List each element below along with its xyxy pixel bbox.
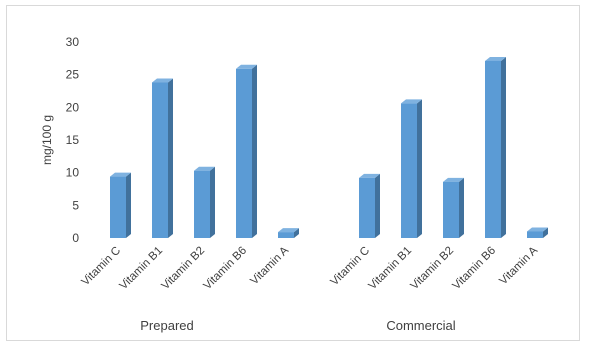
bar-prepared-vitamin-b2 (194, 166, 215, 238)
category-label: Vitamin B1 (117, 245, 165, 293)
bar-front (278, 232, 294, 238)
bar-side (210, 166, 215, 238)
bar-commercial-vitamin-c (359, 173, 380, 238)
bar-front (485, 60, 501, 238)
bar-side (375, 173, 380, 238)
bar-top (485, 56, 506, 61)
bar-front (110, 176, 126, 238)
bar-prepared-vitamin-b6 (236, 64, 257, 238)
bar-front (152, 82, 168, 238)
bar-top (527, 227, 548, 232)
bar-front (527, 231, 543, 238)
bar-side (294, 228, 299, 238)
y-tick-label: 0 (72, 231, 79, 245)
bar-commercial-vitamin-a (527, 227, 548, 238)
bar-front (236, 68, 252, 238)
bars (110, 56, 548, 238)
group-label-prepared: Prepared (140, 318, 193, 333)
category-label: Vitamin C (80, 245, 124, 289)
bar-top (401, 99, 422, 104)
bar-side (126, 172, 131, 238)
bar-commercial-vitamin-b6 (485, 56, 506, 238)
bar-top (443, 177, 464, 182)
y-tick-label: 30 (66, 35, 80, 49)
y-tick-label: 15 (66, 133, 80, 147)
y-axis-title: mg/100 g (40, 115, 54, 165)
group-label-commercial: Commercial (386, 318, 455, 333)
bar-front (443, 181, 459, 238)
bar-prepared-vitamin-c (110, 172, 131, 238)
bar-prepared-vitamin-a (278, 228, 299, 238)
category-label: Vitamin A (497, 244, 540, 287)
category-label: Vitamin B6 (201, 245, 249, 293)
bar-commercial-vitamin-b2 (443, 177, 464, 238)
bar-prepared-vitamin-b1 (152, 78, 173, 238)
bar-front (359, 177, 375, 238)
y-tick-label: 25 (66, 68, 80, 82)
category-label: Vitamin B6 (450, 245, 498, 293)
bar-side (501, 56, 506, 238)
bar-side (252, 64, 257, 238)
bar-side (168, 78, 173, 238)
bar-top (278, 228, 299, 233)
y-tick-label: 20 (66, 100, 80, 114)
chart-frame (6, 5, 580, 341)
bar-front (194, 170, 210, 238)
group-labels: Prepared Commercial (140, 318, 456, 333)
bar-top (236, 64, 257, 69)
category-label: Vitamin C (329, 245, 373, 289)
bar-top (194, 166, 215, 171)
bar-top (152, 78, 173, 83)
bar-side (459, 177, 464, 238)
bar-side (543, 227, 548, 238)
bar-commercial-vitamin-b1 (401, 99, 422, 238)
bar-front (401, 103, 417, 238)
y-tick-label: 5 (72, 198, 79, 212)
category-label: Vitamin B2 (408, 245, 456, 293)
category-label: Vitamin A (248, 244, 291, 287)
bar-top (110, 172, 131, 177)
bar-top (359, 173, 380, 178)
y-tick-label: 10 (66, 166, 80, 180)
bar-side (417, 99, 422, 238)
category-label: Vitamin B1 (366, 245, 414, 293)
y-axis-ticks: 0 5 10 15 20 25 30 (66, 35, 80, 245)
category-label: Vitamin B2 (159, 245, 207, 293)
